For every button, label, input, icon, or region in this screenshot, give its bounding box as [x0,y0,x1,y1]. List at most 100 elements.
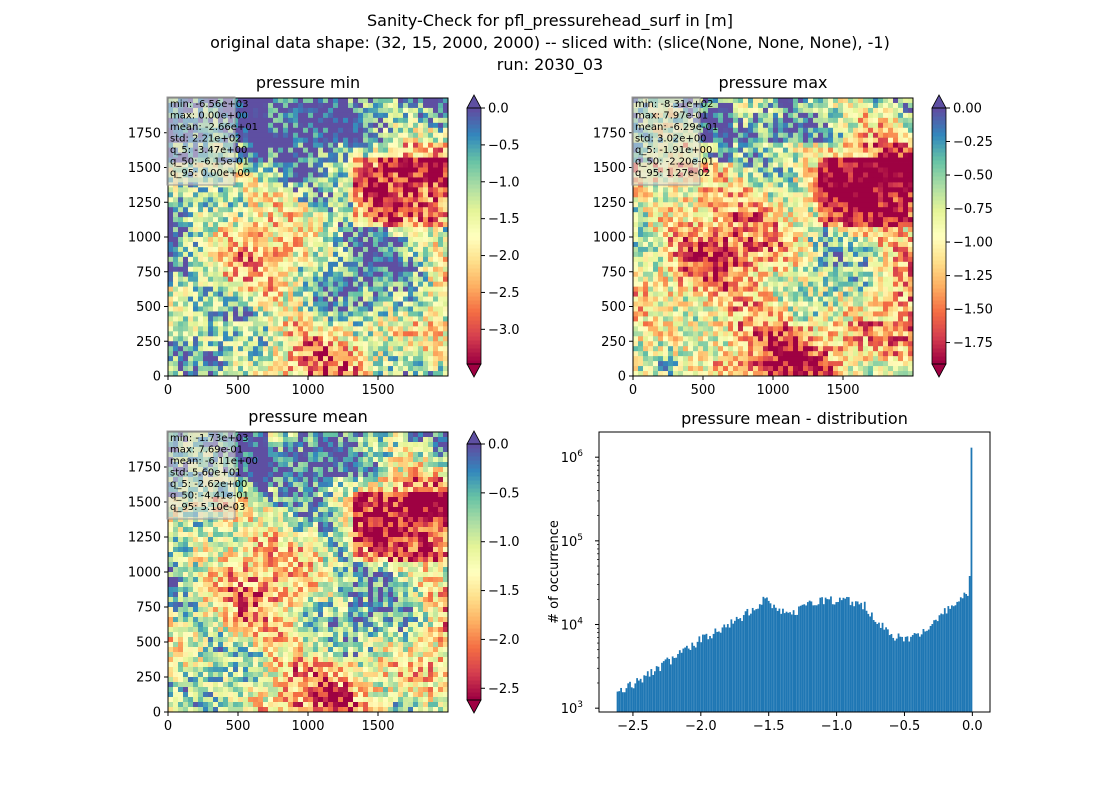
heatmap-cell [363,351,369,357]
heatmap-cell [853,142,859,149]
heatmap-cell [308,356,314,362]
heatmap-cell [358,276,364,283]
heatmap-cell [318,261,324,268]
heatmap-cell [233,137,239,144]
heatmap-cell [798,227,804,233]
heatmap-cell [408,102,414,109]
heatmap-cell [303,127,309,134]
heatmap-cell [258,102,264,109]
heatmap-cell [778,207,784,213]
heatmap-cell [773,152,779,158]
heatmap-cell [398,147,404,153]
heatmap-cell [268,182,274,188]
heatmap-cell [438,127,444,134]
heatmap-cell [253,137,259,144]
heatmap-cell [278,122,284,129]
heatmap-cell [263,232,269,238]
heatmap-cell [758,227,764,233]
heatmap-cell [298,167,304,173]
heatmap-cell [443,271,449,278]
heatmap-cell [848,137,854,144]
heatmap-cell [428,261,434,268]
heatmap-cell [903,152,909,158]
heatmap-cell [288,212,294,218]
heatmap-cell [408,306,414,312]
heatmap-cell [798,102,804,109]
heatmap-cell [263,152,269,158]
heatmap-cell [308,122,314,129]
heatmap-cell [758,157,764,163]
heatmap-cell [168,202,174,208]
heatmap-cell [338,301,344,307]
heatmap-cell [363,107,369,114]
heatmap-cell [233,281,239,288]
heatmap-cell [413,142,419,149]
heatmap-cell [368,326,374,332]
heatmap-cell [223,222,229,228]
heatmap-cell [683,202,689,208]
heatmap-cell [183,202,189,208]
heatmap-cell [408,346,414,352]
heatmap-cell [878,212,884,218]
heatmap-cell [378,217,384,223]
heatmap-cell [183,187,189,193]
heatmap-cell [233,117,239,124]
heatmap-cell [293,98,299,104]
heatmap-cell [288,167,294,173]
heatmap-cell [408,316,414,322]
heatmap-cell [333,117,339,124]
heatmap-cell [773,112,779,119]
heatmap-cell [303,132,309,139]
heatmap-cell [718,227,724,233]
heatmap-cell [818,147,824,153]
heatmap-cell [268,296,274,302]
heatmap-cell [723,162,729,168]
heatmap-cell [378,286,384,292]
heatmap-cell [698,202,704,208]
heatmap-cell [328,371,334,377]
heatmap-cell [278,251,284,258]
heatmap-cell [328,162,334,168]
heatmap-cell [673,241,679,248]
heatmap-cell [208,281,214,288]
heatmap-cell [323,251,329,258]
heatmap-cell [418,127,424,134]
heatmap-cell [418,336,424,342]
heatmap-cell [793,207,799,213]
heatmap-cell [313,227,319,233]
heatmap-cell [823,117,829,124]
heatmap-cell [318,177,324,183]
heatmap-cell [208,232,214,238]
heatmap-cell [258,152,264,158]
heatmap-cell [313,197,319,203]
heatmap-cell [393,127,399,134]
heatmap-cell [328,152,334,158]
heatmap-cell [848,132,854,139]
heatmap-cell [368,237,374,243]
heatmap-cell [313,311,319,317]
heatmap-cell [293,281,299,288]
heatmap-cell [323,351,329,357]
heatmap-cell [433,281,439,288]
heatmap-cell [223,356,229,362]
heatmap-cell [853,112,859,119]
heatmap-cell [243,306,249,312]
heatmap-cell [428,281,434,288]
heatmap-cell [753,187,759,193]
heatmap-cell [393,157,399,163]
heatmap-cell [338,361,344,367]
heatmap-cell [238,227,244,233]
heatmap-cell [238,276,244,283]
heatmap-cell [373,152,379,158]
heatmap-cell [373,187,379,193]
heatmap-cell [273,326,279,332]
heatmap-cell [348,172,354,178]
heatmap-cell [198,197,204,203]
heatmap-cell [358,356,364,362]
heatmap-cell [438,187,444,193]
heatmap-cell [258,251,264,258]
heatmap-cell [648,241,654,248]
heatmap-cell [438,202,444,208]
heatmap-cell [413,286,419,292]
heatmap-cell [358,112,364,119]
